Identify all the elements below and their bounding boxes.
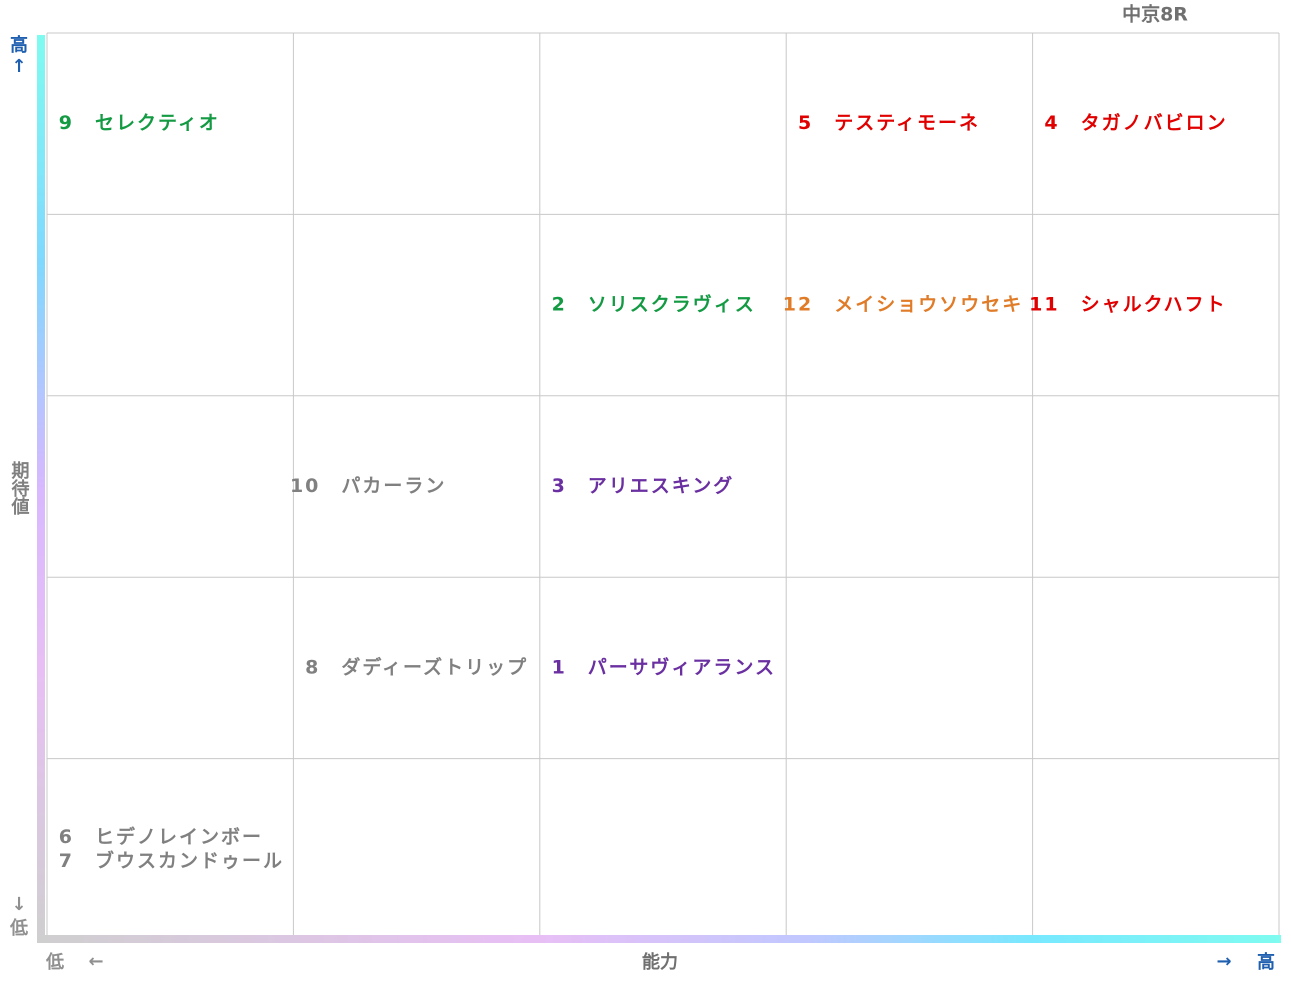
entry-name: パーサヴィアランス — [588, 655, 776, 678]
x-high: 高 — [1257, 951, 1275, 973]
entry-number: 3 — [552, 475, 567, 497]
entry-number: 4 — [1044, 112, 1059, 134]
entry-name: テスティモーネ — [834, 112, 980, 134]
entry-number: 2 — [552, 294, 567, 316]
entry-name: ヒデノレインボー — [95, 825, 263, 848]
x-arrow-right: → — [1216, 951, 1231, 972]
entry-number: 10 — [290, 475, 320, 497]
y-label: 期待値 — [9, 461, 31, 516]
entry-number: 12 — [783, 294, 813, 316]
entry-number: 8 — [305, 656, 320, 678]
entry-number: 7 — [59, 850, 74, 872]
x-low: 低 — [45, 951, 64, 973]
x-arrow-left: ← — [88, 951, 103, 972]
entry-number: 5 — [798, 112, 813, 134]
x-axis-bar — [37, 935, 1281, 943]
entry-number: 11 — [1029, 294, 1059, 316]
y-arrow-down: ↓ — [11, 894, 26, 915]
entries: 9 セレクティオ 5 テスティモーネ 4 タガノバビロン 2 ソリスクラヴィス 12 メイショウソ… — [59, 112, 1228, 872]
x-label: 能力 — [642, 951, 678, 973]
y-arrow-up: ↑ — [11, 56, 26, 77]
entry-name: メイショウソウセキ — [834, 294, 1023, 316]
y-axis-bar — [37, 35, 45, 943]
entry-name: シャルクハフト — [1081, 294, 1227, 316]
title: 中京8R — [1122, 3, 1188, 26]
entry-name: ソリスクラヴィス — [588, 293, 756, 316]
entry-name: セレクティオ — [95, 112, 220, 134]
entry-name: アリエスキング — [588, 474, 734, 497]
entry-name: ブウスカンドゥール — [95, 849, 284, 872]
entry-number: 1 — [552, 656, 567, 678]
y-low: 低 — [9, 917, 28, 939]
entry-name: パカーラン — [341, 475, 446, 497]
entry-name: ダディーズトリップ — [341, 655, 528, 678]
y-high: 高 — [10, 34, 28, 56]
entry-number: 9 — [59, 112, 74, 134]
entry-name: タガノバビロン — [1081, 112, 1228, 134]
entry-number: 6 — [59, 826, 74, 848]
